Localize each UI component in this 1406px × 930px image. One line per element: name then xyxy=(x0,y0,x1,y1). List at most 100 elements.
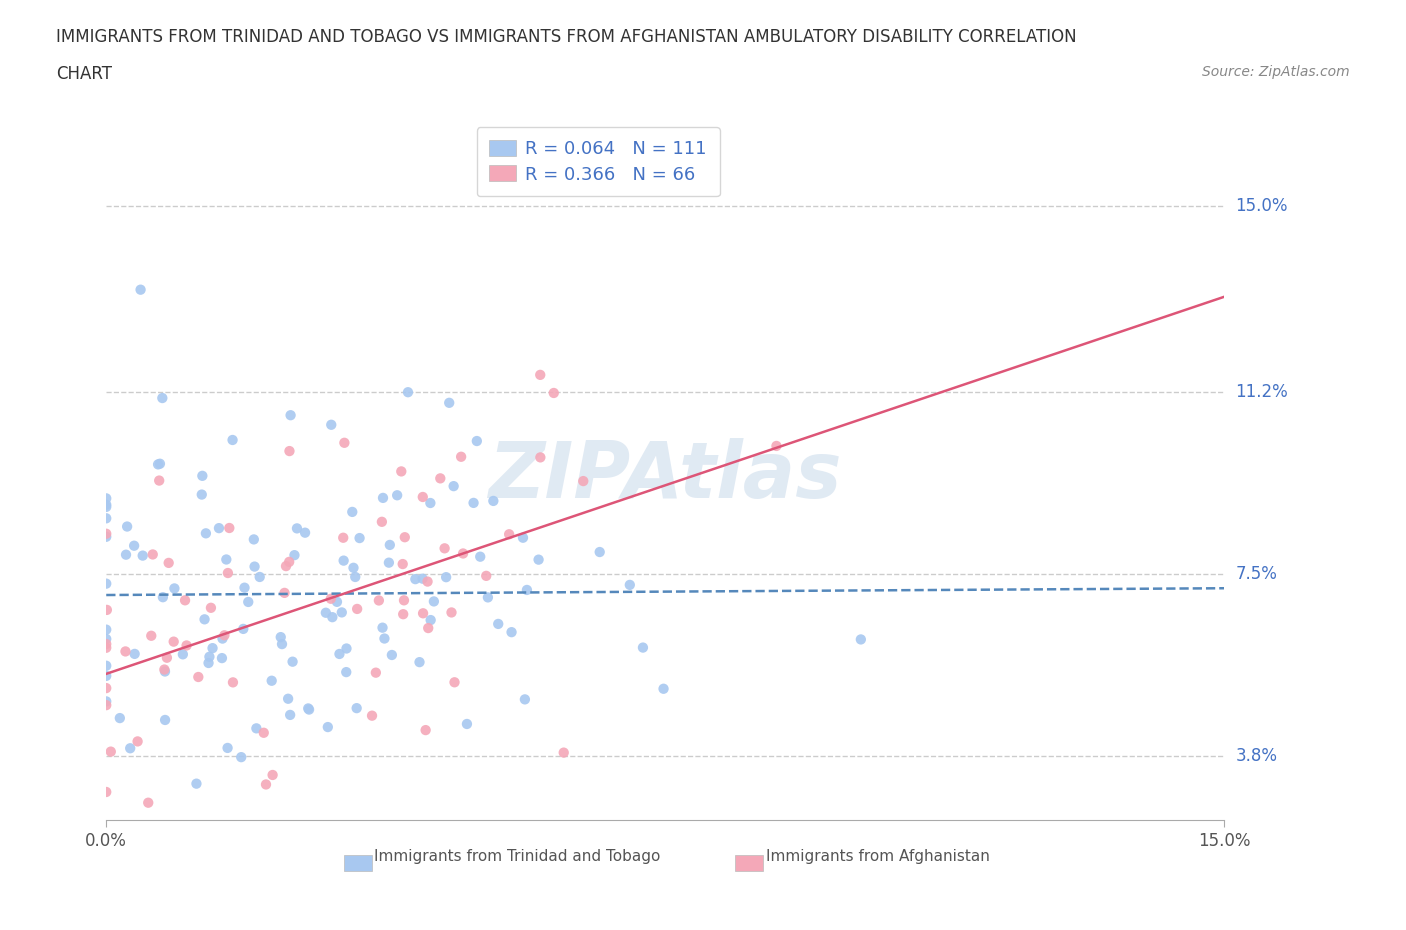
Point xyxy=(157,555,180,570)
Point xyxy=(396,385,419,400)
Point xyxy=(280,407,302,422)
Point xyxy=(429,471,451,485)
Point xyxy=(371,514,394,529)
Point xyxy=(96,511,118,525)
Point xyxy=(335,641,357,656)
Text: CHART: CHART xyxy=(56,65,112,83)
Point xyxy=(96,637,118,652)
Text: 3.8%: 3.8% xyxy=(1236,747,1277,765)
Point xyxy=(364,665,387,680)
Point xyxy=(200,601,222,616)
Point xyxy=(96,622,118,637)
Point xyxy=(439,395,461,410)
Point xyxy=(391,557,413,572)
Text: 11.2%: 11.2% xyxy=(1236,383,1288,402)
Point xyxy=(96,694,118,709)
Point xyxy=(315,605,337,620)
Point xyxy=(122,538,145,553)
Point xyxy=(253,725,276,740)
Point xyxy=(96,498,118,512)
Point xyxy=(294,525,316,540)
Point xyxy=(96,641,118,656)
Point xyxy=(342,504,364,519)
Point xyxy=(328,646,350,661)
Point xyxy=(243,559,266,574)
Point xyxy=(254,777,277,792)
Point xyxy=(516,582,538,597)
Point xyxy=(238,594,260,609)
Point xyxy=(330,605,353,620)
Point xyxy=(278,444,301,458)
Point xyxy=(217,740,239,755)
Point xyxy=(298,702,321,717)
Point xyxy=(231,750,253,764)
Point xyxy=(619,578,641,592)
Point xyxy=(385,488,408,503)
Point xyxy=(419,613,441,628)
Point xyxy=(163,634,186,649)
Point xyxy=(262,767,284,782)
Point xyxy=(451,546,474,561)
Point xyxy=(149,457,172,472)
Point xyxy=(96,491,118,506)
Point xyxy=(163,581,186,596)
Point xyxy=(153,662,176,677)
Point xyxy=(342,561,364,576)
Point xyxy=(765,439,787,454)
Point xyxy=(172,647,194,662)
Point xyxy=(136,795,159,810)
Point xyxy=(404,572,426,587)
Point xyxy=(335,665,357,680)
Point xyxy=(319,591,342,606)
Point xyxy=(456,716,478,731)
Point xyxy=(174,592,197,607)
Point xyxy=(477,590,499,604)
Point xyxy=(512,530,534,545)
Point xyxy=(332,553,354,568)
Point xyxy=(198,649,221,664)
Point xyxy=(191,469,214,484)
Point xyxy=(412,489,434,504)
Point xyxy=(433,541,456,556)
Point xyxy=(96,526,118,541)
Point xyxy=(652,682,675,697)
Text: Source: ZipAtlas.com: Source: ZipAtlas.com xyxy=(1202,65,1350,79)
Point xyxy=(141,629,163,644)
Point xyxy=(513,692,536,707)
Text: 15.0%: 15.0% xyxy=(1236,196,1288,215)
Point xyxy=(96,658,118,673)
Point xyxy=(423,594,446,609)
Point xyxy=(361,709,384,724)
Point xyxy=(373,631,395,646)
Point xyxy=(114,644,136,658)
Point xyxy=(232,621,254,636)
Point xyxy=(631,640,654,655)
Point xyxy=(326,594,349,609)
Point xyxy=(589,545,612,560)
Point xyxy=(332,530,354,545)
Point xyxy=(183,837,205,852)
Point xyxy=(463,496,485,511)
Point xyxy=(553,745,575,760)
Point xyxy=(470,550,492,565)
Point xyxy=(127,734,149,749)
Point xyxy=(260,673,283,688)
Point xyxy=(176,638,198,653)
Point xyxy=(222,675,245,690)
Point xyxy=(440,605,463,620)
Point xyxy=(153,664,176,679)
Point xyxy=(150,391,173,405)
Point xyxy=(498,526,520,541)
Point xyxy=(378,538,401,552)
Point xyxy=(153,712,176,727)
Point xyxy=(371,490,394,505)
Point xyxy=(572,473,595,488)
Point xyxy=(434,570,457,585)
Point xyxy=(278,708,301,723)
Point xyxy=(217,565,239,580)
Point xyxy=(271,837,294,852)
Point xyxy=(418,620,440,635)
Point xyxy=(96,529,118,544)
Point xyxy=(416,574,439,589)
Point xyxy=(96,698,118,712)
